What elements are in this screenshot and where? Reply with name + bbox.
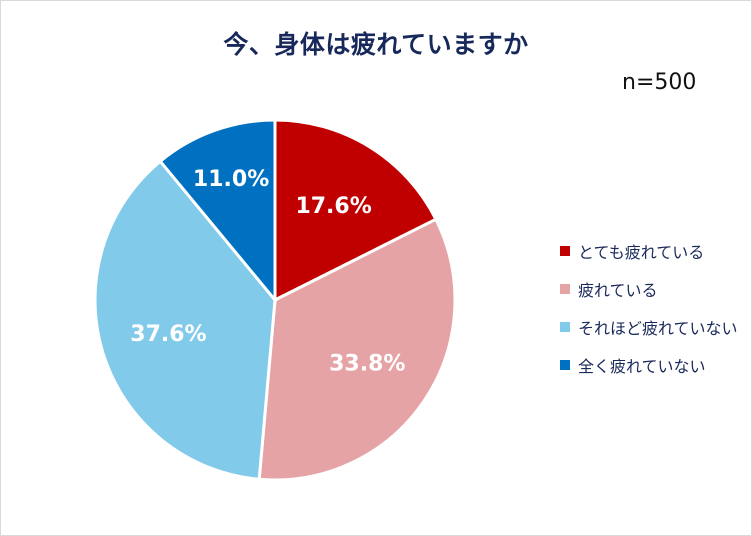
- legend-swatch-icon: [560, 360, 570, 370]
- legend-label: 疲れている: [578, 281, 658, 300]
- pie-slice: [93, 159, 277, 481]
- legend-label: 全く疲れていない: [578, 357, 706, 376]
- legend: とても疲れている 疲れている それほど疲れていない 全く疲れていない: [560, 232, 738, 384]
- legend-swatch-icon: [560, 284, 570, 294]
- legend-item: それほど疲れていない: [560, 308, 738, 346]
- slice-value-label: 37.6%: [130, 322, 206, 347]
- slice-value-label: 33.8%: [329, 352, 405, 377]
- legend-label: とても疲れている: [578, 243, 705, 262]
- pie-slice: [273, 118, 438, 302]
- legend-label: それほど疲れていない: [578, 319, 738, 338]
- chart-title: 今、身体は疲れていますか: [223, 30, 529, 59]
- legend-item: とても疲れている: [560, 232, 738, 270]
- legend-item: 疲れている: [560, 270, 738, 308]
- legend-swatch-icon: [560, 322, 570, 332]
- pie-slice: [158, 118, 277, 302]
- sample-size-label: n=500: [622, 70, 697, 95]
- pie-slice: [257, 217, 457, 482]
- legend-item: 全く疲れていない: [560, 346, 738, 384]
- slice-value-label: 11.0%: [193, 167, 269, 192]
- slice-value-label: 17.6%: [295, 194, 371, 219]
- legend-swatch-icon: [560, 246, 570, 256]
